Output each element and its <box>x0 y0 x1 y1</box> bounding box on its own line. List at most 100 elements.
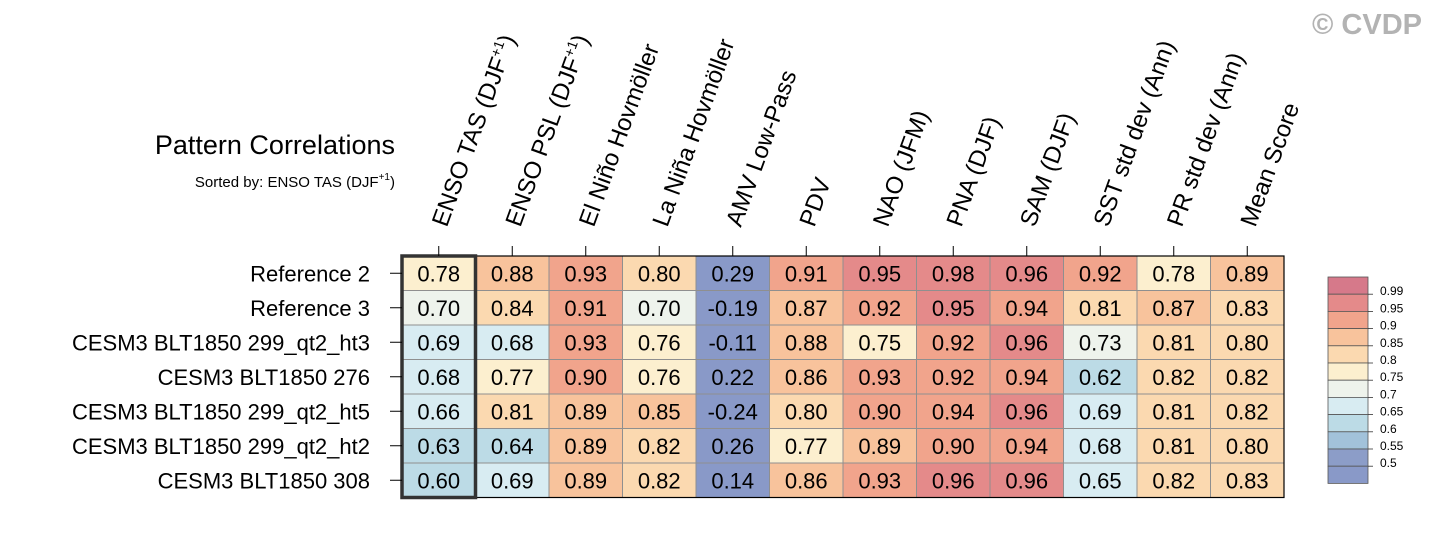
cell-value-label: 0.82 <box>1152 365 1195 390</box>
heatmap-cell <box>695 462 770 498</box>
row-label: Reference 3 <box>250 296 370 321</box>
heatmap-cell <box>1136 393 1211 429</box>
chart-title: Pattern Correlations <box>155 130 395 160</box>
cell-value-label: 0.96 <box>1005 399 1048 424</box>
heatmap-cell <box>1063 290 1138 326</box>
heatmap-cell <box>622 290 697 326</box>
heatmap-cell <box>1210 428 1285 464</box>
cell-value-label: 0.90 <box>932 434 975 459</box>
legend-swatch <box>1327 396 1369 415</box>
row-label: CESM3 BLT1850 308 <box>158 468 370 493</box>
heatmap-cell <box>916 290 991 326</box>
chart-subtitle: Sorted by: ENSO TAS (DJF+1) <box>195 172 395 191</box>
cell-value-label: 0.68 <box>491 330 534 355</box>
legend-swatch <box>1327 362 1369 381</box>
cell-value-label: 0.69 <box>417 330 460 355</box>
heatmap-cell <box>1136 462 1211 498</box>
cell-value-label: 0.68 <box>1079 434 1122 459</box>
cell-value-label: 0.82 <box>638 434 681 459</box>
cell-value-label: 0.87 <box>785 296 828 321</box>
cell-value-label: 0.80 <box>1226 434 1269 459</box>
cell-value-label: 0.93 <box>564 330 607 355</box>
column-label: PNA (DJF) <box>942 113 1007 230</box>
legend-label: 0.95 <box>1380 301 1404 315</box>
cell-value-label: 0.83 <box>1226 296 1269 321</box>
cell-value-label: 0.62 <box>1079 365 1122 390</box>
cell-value-label: 0.80 <box>638 261 681 286</box>
heatmap-cell <box>842 428 917 464</box>
cell-value-label: 0.95 <box>932 296 975 321</box>
cell-value-label: 0.86 <box>785 468 828 493</box>
cell-value-label: 0.75 <box>858 330 901 355</box>
cell-value-label: 0.76 <box>638 330 681 355</box>
row-label: Reference 2 <box>250 261 370 286</box>
cell-value-label: 0.93 <box>858 468 901 493</box>
heatmap-cell <box>548 393 623 429</box>
cell-value-label: 0.96 <box>1005 468 1048 493</box>
cell-value-label: 0.87 <box>1152 296 1195 321</box>
heatmap-cell <box>1210 462 1285 498</box>
heatmap-cell <box>916 393 991 429</box>
column-label: NAO (JFM) <box>868 107 935 230</box>
heatmap-cell <box>622 359 697 395</box>
legend-swatch <box>1327 414 1369 433</box>
heatmap-cell <box>1063 359 1138 395</box>
cell-value-label: -0.24 <box>708 399 758 424</box>
cell-value-label: 0.96 <box>932 468 975 493</box>
row-label: CESM3 BLT1850 299_qt2_ht3 <box>72 330 370 355</box>
column-label: El Niño Hovmöller <box>574 40 665 230</box>
legend-swatch <box>1327 293 1369 312</box>
cell-value-label: 0.26 <box>711 434 754 459</box>
row-label: CESM3 BLT1850 299_qt2_ht5 <box>72 399 370 424</box>
heatmap-cell <box>989 359 1064 395</box>
cell-value-label: 0.92 <box>932 330 975 355</box>
cell-value-label: 0.29 <box>711 261 754 286</box>
column-label: PDV <box>795 174 837 230</box>
heatmap-cell <box>1063 428 1138 464</box>
heatmap-cell <box>842 290 917 326</box>
color-legend: 0.99 0.95 0.9 0.85 0.8 0.75 0.7 0.65 0.6 0.55 0.5 <box>1327 276 1404 484</box>
heatmap-cell <box>1063 462 1138 498</box>
heatmap-cell <box>769 428 844 464</box>
cell-value-label: 0.78 <box>1152 261 1195 286</box>
cell-value-label: 0.70 <box>638 296 681 321</box>
legend-swatch <box>1327 379 1369 398</box>
heatmap-cell <box>769 290 844 326</box>
cell-value-label: 0.63 <box>417 434 460 459</box>
column-label: La Niña Hovmöller <box>648 35 741 230</box>
heatmap-cell <box>989 462 1064 498</box>
heatmap-grid: 0.78 0.88 0.93 0.80 0.29 0.91 0.95 0.98 0.96 0.92… <box>400 254 1285 500</box>
legend-label: 0.75 <box>1380 370 1404 384</box>
cell-value-label: 0.81 <box>1152 399 1195 424</box>
cell-value-label: 0.90 <box>858 399 901 424</box>
cell-value-label: 0.66 <box>417 399 460 424</box>
legend-label: 0.99 <box>1380 284 1404 298</box>
cell-value-label: 0.89 <box>564 434 607 459</box>
cell-value-label: 0.22 <box>711 365 754 390</box>
column-label: PR std dev (Ann) <box>1162 49 1250 230</box>
heatmap-cell <box>989 290 1064 326</box>
cell-value-label: 0.98 <box>932 261 975 286</box>
legend-label: 0.9 <box>1380 319 1397 333</box>
cell-value-label: 0.90 <box>564 365 607 390</box>
heatmap-cell <box>401 255 476 291</box>
cell-value-label: 0.85 <box>638 399 681 424</box>
row-label: CESM3 BLT1850 276 <box>158 365 370 390</box>
cell-value-label: 0.68 <box>417 365 460 390</box>
cell-value-label: 0.96 <box>1005 330 1048 355</box>
heatmap-cell <box>548 462 623 498</box>
cell-value-label: 0.81 <box>1079 296 1122 321</box>
heatmap-cell <box>842 324 917 360</box>
legend-label: 0.55 <box>1380 439 1404 453</box>
heatmap-cell <box>475 290 550 326</box>
cell-value-label: 0.82 <box>1226 365 1269 390</box>
heatmap-cell <box>548 324 623 360</box>
cell-value-label: 0.81 <box>491 399 534 424</box>
legend-swatch <box>1327 448 1369 467</box>
column-label: SST std dev (Ann) <box>1089 37 1181 230</box>
heatmap-cell <box>1063 255 1138 291</box>
cell-value-label: 0.96 <box>1005 261 1048 286</box>
heatmap-cell <box>695 393 770 429</box>
cell-value-label: 0.89 <box>1226 261 1269 286</box>
